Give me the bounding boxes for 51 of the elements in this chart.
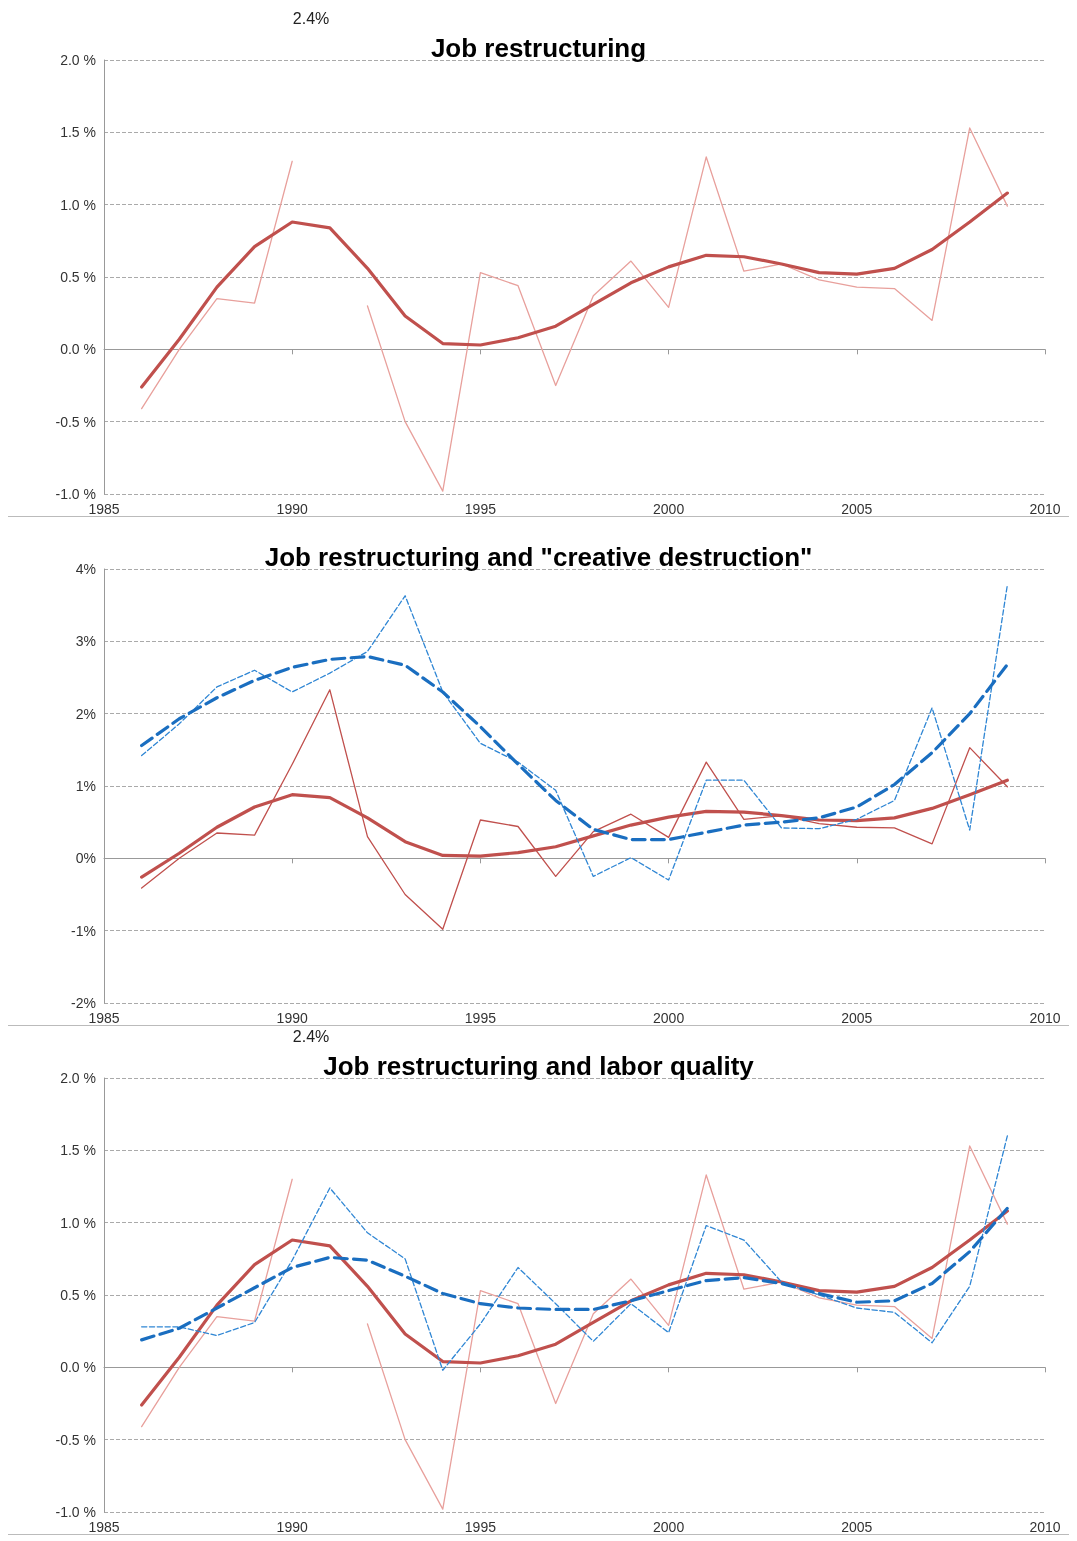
- y-tick-label: -0.5 %: [55, 413, 96, 430]
- line-series: [140, 689, 1009, 930]
- y-tick-label: -0.5 %: [55, 1431, 96, 1448]
- y-tick-label: 2.0 %: [60, 52, 96, 68]
- y-tick-label: 1%: [75, 778, 96, 794]
- x-tick-label: 2010: [1029, 1519, 1061, 1535]
- x-tick-label: 2005: [841, 501, 873, 517]
- y-tick-label: 4%: [75, 561, 96, 577]
- x-tick-label: 2010: [1029, 1010, 1061, 1026]
- line-series: [140, 654, 1009, 842]
- y-tick-label: 0.0 %: [60, 341, 96, 358]
- y-tick-label: 2.0 %: [60, 1070, 96, 1086]
- x-tick-label: 2000: [653, 501, 685, 517]
- x-tick-label: 1995: [464, 1519, 497, 1535]
- x-tick-label: 2005: [841, 1519, 873, 1535]
- y-tick-label: 3%: [75, 633, 96, 650]
- y-tick-label: -1%: [71, 922, 96, 939]
- x-tick-label: 1990: [276, 1010, 308, 1026]
- line-series: [140, 1206, 1009, 1342]
- y-tick-label: 0.0 %: [60, 1359, 96, 1376]
- y-tick-label: 1.5 %: [60, 124, 96, 141]
- x-tick-label: 1990: [276, 1519, 308, 1535]
- x-tick-label: 1995: [464, 1010, 497, 1026]
- x-tick-label: 1990: [276, 501, 308, 517]
- x-tick-label: 2000: [653, 1010, 685, 1026]
- x-tick-label: 1995: [464, 501, 497, 517]
- text: 2.4%: [292, 9, 330, 27]
- x-tick-label: 1985: [88, 1010, 120, 1026]
- y-tick-label: -1.0 %: [55, 486, 96, 502]
- line-series: [140, 191, 1009, 389]
- y-tick-label: -1.0 %: [55, 1504, 96, 1520]
- chart-title: Job restructuring and "creative destruction": [264, 542, 813, 572]
- line-series: [140, 1135, 1009, 1371]
- y-tick-label: 0%: [75, 850, 96, 867]
- y-tick-label: 1.5 %: [60, 1142, 96, 1159]
- y-tick-label: 2%: [75, 705, 96, 722]
- y-tick-label: 0.5 %: [60, 269, 96, 285]
- line-series: [140, 584, 1009, 881]
- x-tick-label: 1985: [88, 1519, 120, 1535]
- x-tick-label: 1985: [88, 501, 120, 517]
- text: 2.4%: [292, 1027, 330, 1045]
- y-tick-label: 1.0 %: [60, 196, 96, 213]
- x-tick-label: 2005: [841, 1010, 873, 1026]
- x-tick-label: 2000: [653, 1519, 685, 1535]
- y-tick-label: -2%: [71, 995, 96, 1011]
- line-series: [140, 1209, 1009, 1407]
- chart-title: Job restructuring: [430, 33, 647, 63]
- y-tick-label: 0.5 %: [60, 1287, 96, 1303]
- x-tick-label: 2010: [1029, 501, 1061, 517]
- y-tick-label: 1.0 %: [60, 1214, 96, 1231]
- chart-title: Job restructuring and labor quality: [323, 1051, 755, 1081]
